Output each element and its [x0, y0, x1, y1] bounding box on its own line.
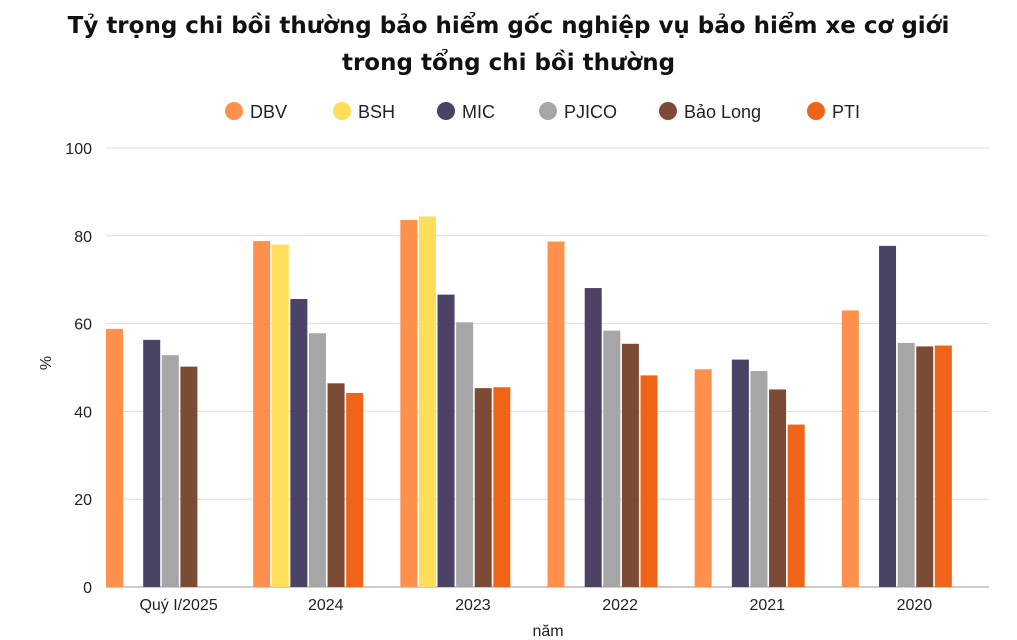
chart-title: Tỷ trọng chi bồi thường bảo hiểm gốc ngh… [0, 8, 1017, 82]
bar-pjico-1 [308, 333, 326, 587]
bar-dbv-1 [253, 241, 271, 587]
x-tick-label: 2022 [602, 597, 638, 614]
chart-title-line-1: Tỷ trọng chi bồi thường bảo hiểm gốc ngh… [67, 13, 950, 39]
bar-bảo-long-0 [180, 366, 198, 587]
y-axis-label: % [38, 356, 55, 370]
bar-dbv-5 [841, 310, 859, 587]
bar-pjico-2 [456, 322, 474, 587]
bar-bảo-long-2 [474, 388, 492, 587]
x-tick-label: 2021 [749, 597, 785, 614]
legend-label: PJICO [564, 102, 617, 122]
y-tick-label: 0 [83, 580, 92, 597]
y-tick-label: 100 [65, 141, 92, 158]
legend-label: PTI [832, 102, 860, 122]
legend-marker-pjico [539, 102, 557, 120]
bar-bsh-1 [271, 244, 289, 587]
bar-pti-2 [493, 387, 511, 587]
legend-marker-bảo-long [659, 102, 677, 120]
x-tick-label: 2020 [897, 597, 933, 614]
legend-label: MIC [462, 102, 495, 122]
bar-mic-4 [731, 359, 749, 587]
bar-mic-2 [437, 294, 455, 587]
x-tick-label: 2024 [308, 597, 344, 614]
x-axis-label: năm [532, 623, 563, 640]
bar-bảo-long-4 [769, 389, 787, 587]
legend: DBV BSH MIC PJICO Bảo Long PTI [225, 102, 860, 122]
bar-pti-5 [934, 345, 952, 587]
y-tick-label: 20 [74, 492, 92, 509]
bar-dbv-4 [694, 369, 712, 587]
bar-pjico-0 [161, 355, 179, 587]
x-tick-label: Quý I/2025 [139, 597, 217, 614]
bar-bsh-2 [418, 216, 436, 587]
bar-mic-1 [290, 299, 308, 587]
x-tick-label: 2023 [455, 597, 491, 614]
bar-mic-3 [584, 288, 602, 587]
legend-label: BSH [358, 102, 395, 122]
legend-marker-dbv [225, 102, 243, 120]
bar-pti-1 [346, 392, 364, 587]
bar-pjico-5 [897, 342, 915, 587]
bar-dbv-0 [106, 328, 123, 587]
y-tick-label: 80 [74, 229, 92, 246]
y-tick-label: 40 [74, 404, 92, 421]
x-axis-ticks: Quý I/2025 2024 2023 2022 2021 2020 [139, 597, 932, 614]
bar-bảo-long-1 [327, 383, 345, 587]
bar-pti-3 [640, 375, 658, 587]
bar-dbv-2 [400, 219, 418, 587]
chart-title-line-2: trong tổng chi bồi thường [341, 50, 676, 76]
legend-label: DBV [250, 102, 287, 122]
bar-pjico-3 [603, 330, 621, 587]
bar-pjico-4 [750, 371, 768, 587]
bar-bảo-long-3 [621, 343, 639, 587]
bars [106, 216, 952, 587]
legend-marker-bsh [333, 102, 351, 120]
bar-pti-4 [787, 424, 805, 587]
bar-mic-5 [879, 245, 897, 587]
legend-marker-mic [437, 102, 455, 120]
y-tick-label: 60 [74, 317, 92, 334]
bar-bảo-long-5 [916, 346, 934, 587]
legend-marker-pti [807, 102, 825, 120]
legend-label: Bảo Long [684, 102, 761, 122]
y-axis-ticks: 0 20 40 60 80 100 [65, 141, 92, 597]
bar-mic-0 [143, 339, 161, 587]
bar-dbv-3 [547, 241, 565, 587]
